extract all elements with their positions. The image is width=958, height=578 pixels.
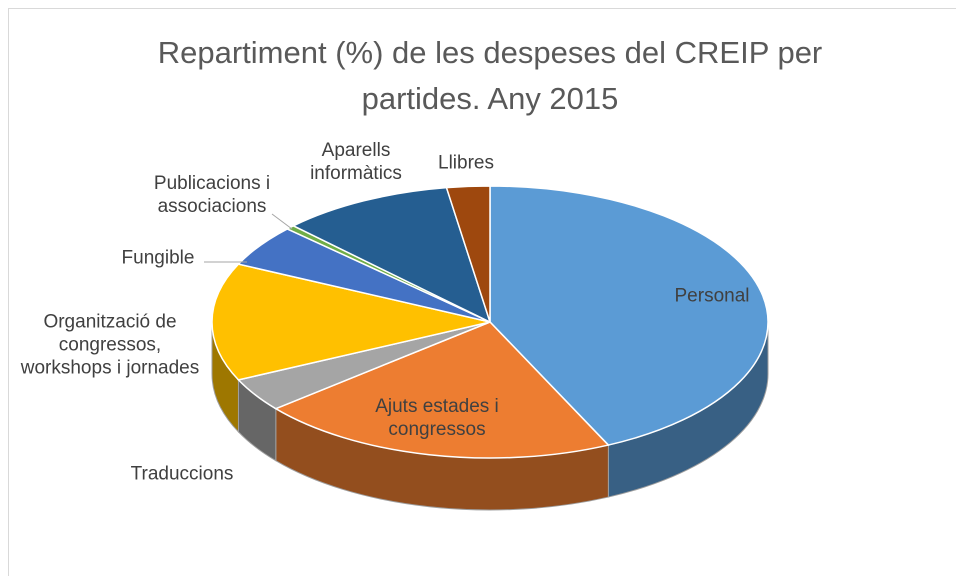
slice-label: Organització de congressos, workshops i … bbox=[20, 311, 200, 379]
leader-line bbox=[271, 213, 293, 230]
chart-title: Repartiment (%) de les despeses del CREI… bbox=[157, 35, 823, 116]
slice bbox=[291, 186, 492, 324]
slice-label: Ajuts estades i congressos bbox=[375, 396, 499, 440]
slice bbox=[211, 263, 491, 381]
slice-label: Aparells informàtics bbox=[310, 140, 402, 184]
slice bbox=[445, 185, 491, 323]
slice bbox=[274, 321, 610, 459]
slice-label: Traduccions bbox=[130, 463, 234, 485]
slice-label: Publicacions i associacions bbox=[153, 173, 271, 217]
chart-frame bbox=[8, 8, 956, 576]
slice bbox=[489, 185, 769, 446]
pie-tops bbox=[211, 185, 769, 459]
slice-label: Personal bbox=[674, 285, 750, 307]
slice-label: Llibres bbox=[438, 152, 494, 174]
pie-sides bbox=[211, 321, 769, 511]
slice-label: Fungible bbox=[121, 247, 195, 269]
